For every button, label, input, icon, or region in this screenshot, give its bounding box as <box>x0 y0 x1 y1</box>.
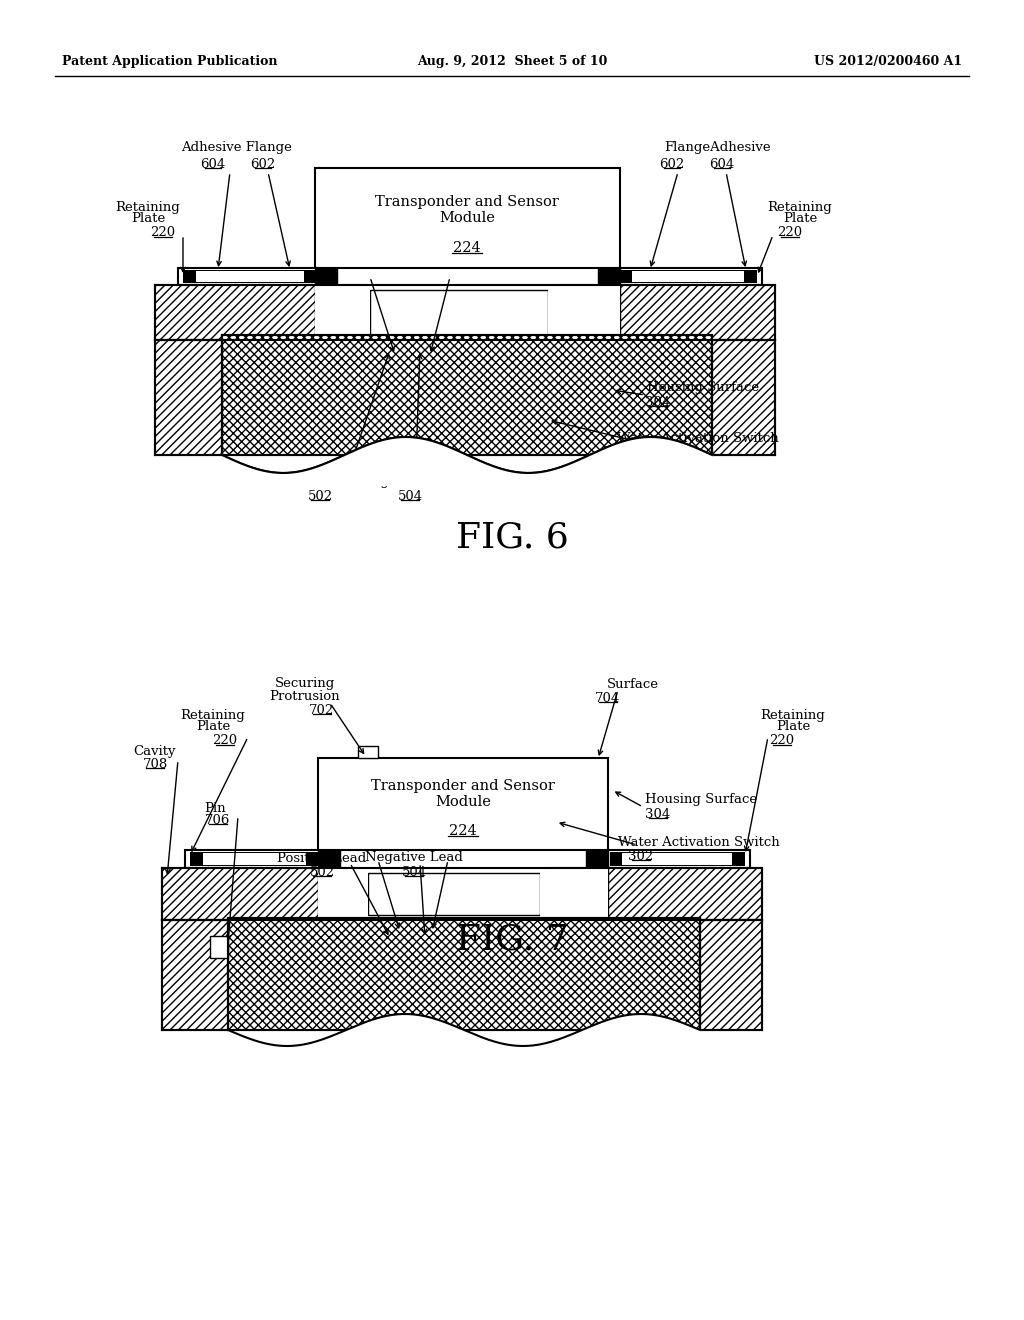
Text: 502: 502 <box>307 490 333 503</box>
Text: 602: 602 <box>659 157 685 170</box>
Text: Aug. 9, 2012  Sheet 5 of 10: Aug. 9, 2012 Sheet 5 of 10 <box>417 55 607 69</box>
Text: 304: 304 <box>645 808 671 821</box>
Bar <box>368 873 540 915</box>
Polygon shape <box>318 869 368 920</box>
Text: 604: 604 <box>201 157 225 170</box>
Text: 708: 708 <box>142 758 168 771</box>
Bar <box>560 285 775 341</box>
Bar <box>155 285 360 341</box>
Polygon shape <box>318 850 340 920</box>
Text: Surface: Surface <box>607 677 659 690</box>
Text: Housing Surface: Housing Surface <box>645 793 757 807</box>
Bar <box>228 917 700 1030</box>
Text: 504: 504 <box>397 490 423 503</box>
Polygon shape <box>190 851 318 866</box>
Text: Plate: Plate <box>196 721 230 734</box>
Text: 224: 224 <box>454 242 481 255</box>
Text: Pin: Pin <box>204 801 226 814</box>
Text: Retaining: Retaining <box>768 201 833 214</box>
Text: Cavity: Cavity <box>134 746 176 759</box>
Polygon shape <box>622 853 732 865</box>
Text: Plate: Plate <box>783 213 817 226</box>
Bar <box>155 341 222 455</box>
Text: Adhesive Flange: Adhesive Flange <box>181 141 293 154</box>
Bar <box>360 285 560 341</box>
Text: US 2012/0200460 A1: US 2012/0200460 A1 <box>814 55 962 69</box>
Text: Negative Lead: Negative Lead <box>361 475 459 488</box>
Text: Plate: Plate <box>131 213 165 226</box>
Text: FIG. 7: FIG. 7 <box>456 923 568 957</box>
Text: 706: 706 <box>206 813 230 826</box>
Text: Transponder and Sensor
Module: Transponder and Sensor Module <box>375 195 559 226</box>
Text: Housing Surface: Housing Surface <box>647 381 759 395</box>
Text: Plate: Plate <box>776 721 810 734</box>
Bar <box>210 936 228 958</box>
Text: 504: 504 <box>401 866 427 879</box>
Polygon shape <box>203 853 306 865</box>
Text: 224: 224 <box>450 824 477 838</box>
Text: Securing: Securing <box>274 677 335 690</box>
Polygon shape <box>315 268 337 341</box>
Bar <box>162 920 228 1030</box>
Text: Water Activation Switch: Water Activation Switch <box>618 836 779 849</box>
Polygon shape <box>548 285 620 341</box>
Bar <box>318 758 608 850</box>
Bar <box>315 168 620 268</box>
Text: Retaining: Retaining <box>761 709 825 722</box>
Text: Retaining: Retaining <box>116 201 180 214</box>
Polygon shape <box>183 271 316 282</box>
Text: Protrusion: Protrusion <box>269 689 340 702</box>
Polygon shape <box>598 268 620 341</box>
Polygon shape <box>196 271 304 282</box>
Polygon shape <box>610 851 745 866</box>
Text: 220: 220 <box>777 227 803 239</box>
Text: 704: 704 <box>595 692 621 705</box>
Text: Negative Lead: Negative Lead <box>366 851 463 865</box>
Bar <box>700 920 762 1030</box>
Polygon shape <box>632 271 744 282</box>
Text: Patent Application Publication: Patent Application Publication <box>62 55 278 69</box>
Bar <box>618 268 762 285</box>
Bar <box>162 869 358 920</box>
Bar <box>178 268 318 285</box>
Text: 220: 220 <box>769 734 795 747</box>
Text: 220: 220 <box>151 227 175 239</box>
Bar <box>185 850 319 869</box>
Bar <box>712 341 775 455</box>
Polygon shape <box>586 850 608 920</box>
Text: Positive Lead: Positive Lead <box>275 475 365 488</box>
Bar <box>358 869 552 920</box>
Text: 304: 304 <box>645 396 671 408</box>
Text: 702: 702 <box>309 704 335 717</box>
Polygon shape <box>315 285 370 341</box>
Bar <box>358 746 378 758</box>
Text: 302: 302 <box>626 446 650 458</box>
Text: 502: 502 <box>309 866 335 879</box>
Bar <box>552 869 762 920</box>
Bar <box>370 290 548 335</box>
Text: Water Activation Switch: Water Activation Switch <box>617 432 778 445</box>
Polygon shape <box>620 271 757 282</box>
Text: 604: 604 <box>710 157 734 170</box>
Text: FIG. 6: FIG. 6 <box>456 521 568 554</box>
Text: Positive Lead: Positive Lead <box>278 851 367 865</box>
Text: FlangeAdhesive: FlangeAdhesive <box>665 141 771 154</box>
Text: 302: 302 <box>629 850 653 862</box>
Text: Transponder and Sensor
Module: Transponder and Sensor Module <box>371 779 555 809</box>
Bar <box>608 850 750 869</box>
Polygon shape <box>540 869 608 920</box>
Bar <box>222 335 712 455</box>
Text: 220: 220 <box>212 734 238 747</box>
Text: Retaining: Retaining <box>180 709 246 722</box>
Text: 602: 602 <box>251 157 275 170</box>
